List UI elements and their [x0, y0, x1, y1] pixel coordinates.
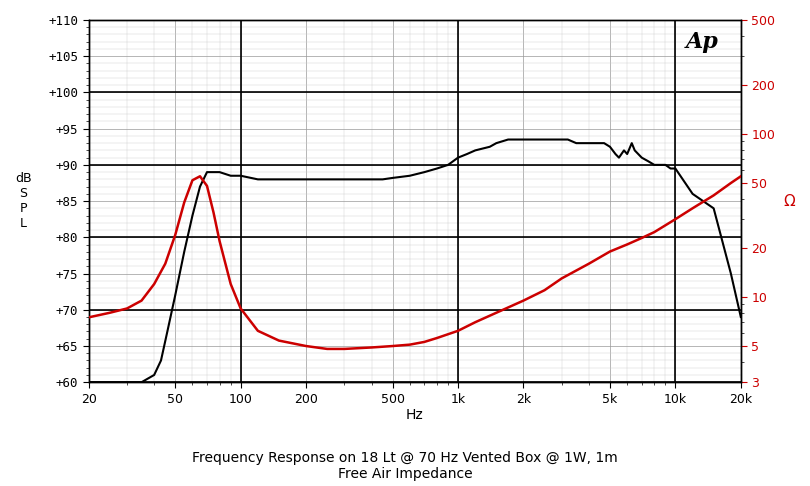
Text: Ap: Ap [685, 31, 718, 53]
Text: Frequency Response on 18 Lt @ 70 Hz Vented Box @ 1W, 1m
Free Air Impedance: Frequency Response on 18 Lt @ 70 Hz Vent… [192, 451, 618, 481]
Y-axis label: dB
S
P
L: dB S P L [15, 172, 32, 230]
Y-axis label: Ω: Ω [783, 193, 795, 208]
X-axis label: Hz: Hz [406, 408, 424, 422]
